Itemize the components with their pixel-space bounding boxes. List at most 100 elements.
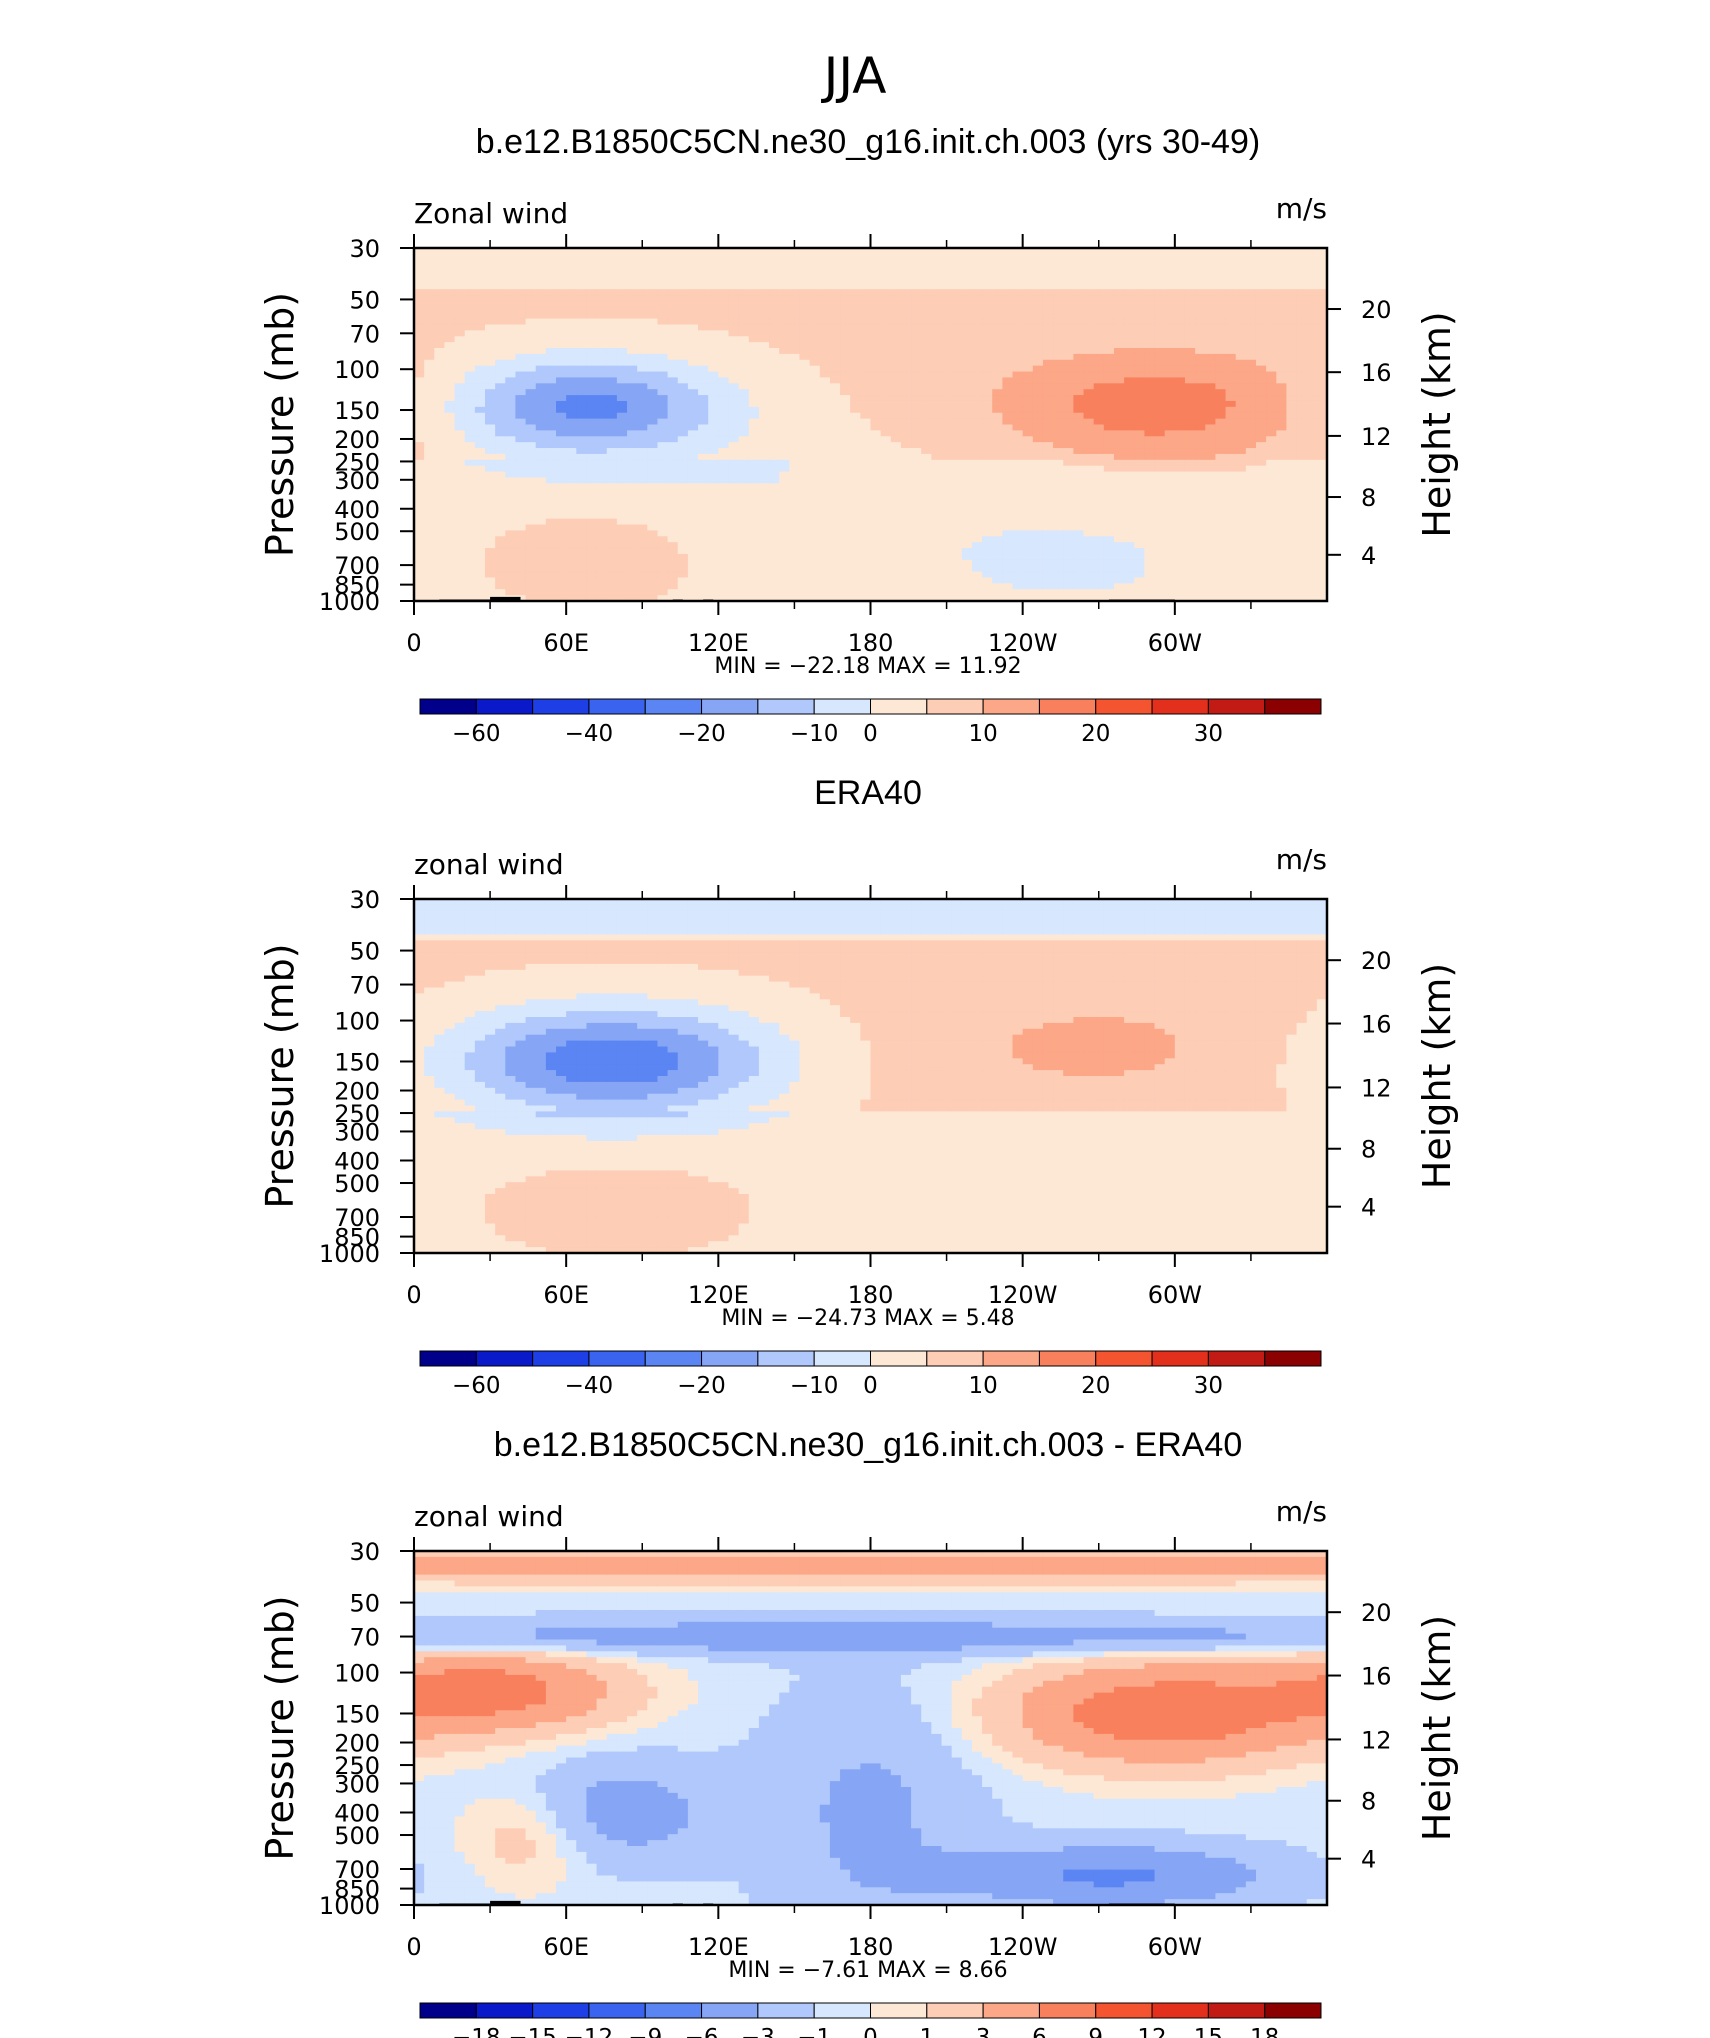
y-tick-label: 100 xyxy=(334,1660,380,1688)
x-tick-label: 60W xyxy=(1148,1281,1202,1309)
colorbar-label: −20 xyxy=(677,721,726,747)
colorbar-swatch xyxy=(644,2002,703,2019)
y-tick-label: 30 xyxy=(349,1538,380,1566)
y-tick-label: 70 xyxy=(349,320,380,348)
colorbar-label: −3 xyxy=(741,2025,775,2038)
colorbar-swatch xyxy=(870,2002,928,2019)
y-tick-label: 1000 xyxy=(319,1240,380,1268)
y-axis-label: Pressure (mb) xyxy=(258,1595,302,1860)
x-tick-label: 60E xyxy=(543,1281,589,1309)
colorbar: −60 −40 −20 −10 0 10 20 30 xyxy=(419,1350,1322,1399)
y-tick-label: 150 xyxy=(334,1700,380,1728)
x-tick-label: 60W xyxy=(1148,1933,1202,1961)
colorbar-label: 0 xyxy=(863,721,878,747)
colorbar-swatch xyxy=(701,698,759,715)
colorbar-swatch xyxy=(1095,2002,1153,2019)
units-label: m/s xyxy=(1276,1495,1327,1528)
y-tick-label: 300 xyxy=(334,1118,380,1146)
y-tick-label: 70 xyxy=(349,972,380,1000)
colorbar-swatch xyxy=(1038,698,1097,715)
colorbar-label: −10 xyxy=(790,721,839,747)
colorbar-label: −40 xyxy=(565,1373,614,1399)
colorbar-swatch xyxy=(701,1350,759,1367)
y2-tick-label: 8 xyxy=(1361,484,1376,512)
panel-title: b.e12.B1850C5CN.ne30_g16.init.ch.003 (yr… xyxy=(476,123,1260,161)
y-tick-label: 1000 xyxy=(319,1892,380,1920)
x-tick-label: 180 xyxy=(848,1281,894,1309)
y-tick-label: 700 xyxy=(334,552,380,580)
colorbar-label: 10 xyxy=(968,1373,997,1399)
x-tick-label: 120W xyxy=(988,629,1058,657)
units-label: m/s xyxy=(1276,192,1327,225)
min-max-label: MIN = −24.73 MAX = 5.48 xyxy=(721,1306,1014,1331)
colorbar-swatch xyxy=(870,1350,928,1367)
colorbar-swatch xyxy=(588,1350,646,1367)
colorbar-swatch xyxy=(757,2002,815,2019)
colorbar-label: 10 xyxy=(968,721,997,747)
colorbar-swatch xyxy=(1207,1350,1266,1367)
x-tick-label: 60E xyxy=(543,1933,589,1961)
y-tick-label: 300 xyxy=(334,467,380,495)
panel-title: ERA40 xyxy=(814,774,922,812)
y-tick-label: 850 xyxy=(334,1876,380,1904)
colorbar-swatch xyxy=(644,698,703,715)
colorbar-swatch xyxy=(475,1350,534,1367)
y2-tick-label: 4 xyxy=(1361,1194,1376,1222)
colorbar-swatch xyxy=(1151,698,1209,715)
x-tick-label: 0 xyxy=(406,1933,421,1961)
y-tick-label: 400 xyxy=(334,1799,380,1827)
colorbar-swatch xyxy=(588,2002,646,2019)
colorbar-label: 0 xyxy=(863,2025,878,2038)
colorbar-label: −15 xyxy=(508,2025,557,2038)
y2-tick-label: 20 xyxy=(1361,947,1392,975)
colorbar-swatch xyxy=(644,1350,703,1367)
colorbar-label: 9 xyxy=(1088,2025,1103,2038)
colorbar-swatch xyxy=(1264,1350,1322,1367)
colorbar-label: 30 xyxy=(1194,721,1223,747)
y-tick-label: 30 xyxy=(349,886,380,914)
y-tick-label: 200 xyxy=(334,426,380,454)
colorbar-swatch xyxy=(475,698,534,715)
colorbar-label: −40 xyxy=(565,721,614,747)
colorbar-label: −12 xyxy=(565,2025,614,2038)
y2-tick-label: 4 xyxy=(1361,542,1376,570)
y-tick-label: 400 xyxy=(334,496,380,524)
x-tick-label: 0 xyxy=(406,629,421,657)
x-tick-label: 120W xyxy=(988,1933,1058,1961)
chart-panel-1: b.e12.B1850C5CN.ne30_g16.init.ch.003 (yr… xyxy=(258,123,1459,747)
colorbar-swatch xyxy=(1207,698,1266,715)
colorbar-swatch xyxy=(813,698,871,715)
colorbar-swatch xyxy=(475,2002,534,2019)
y2-tick-label: 12 xyxy=(1361,423,1392,451)
colorbar-label: 0 xyxy=(863,1373,878,1399)
y-tick-label: 850 xyxy=(334,572,380,600)
y-tick-label: 250 xyxy=(334,448,380,476)
colorbar-label: −9 xyxy=(628,2025,662,2038)
colorbar-swatch xyxy=(588,698,646,715)
y-tick-label: 200 xyxy=(334,1078,380,1106)
y-tick-label: 250 xyxy=(334,1100,380,1128)
colorbar-label: 3 xyxy=(976,2025,991,2038)
y-tick-label: 250 xyxy=(334,1752,380,1780)
y-tick-label: 100 xyxy=(334,1008,380,1036)
y2-axis-label: Height (km) xyxy=(1415,1615,1459,1841)
colorbar-swatch xyxy=(532,1350,590,1367)
colorbar-swatch xyxy=(926,1350,984,1367)
colorbar-swatch xyxy=(532,2002,590,2019)
y-tick-label: 700 xyxy=(334,1204,380,1232)
colorbar-label: 20 xyxy=(1081,721,1110,747)
y2-tick-label: 4 xyxy=(1361,1846,1376,1874)
colorbar-swatch xyxy=(701,2002,759,2019)
contour-field xyxy=(414,899,1327,1253)
x-tick-label: 120W xyxy=(988,1281,1058,1309)
y-tick-label: 500 xyxy=(334,1170,380,1198)
y-tick-label: 30 xyxy=(349,235,380,263)
colorbar-label: −10 xyxy=(790,1373,839,1399)
x-tick-label: 180 xyxy=(848,629,894,657)
panel-title: b.e12.B1850C5CN.ne30_g16.init.ch.003 - E… xyxy=(494,1426,1243,1464)
y-tick-label: 50 xyxy=(349,938,380,966)
colorbar-label: 15 xyxy=(1194,2025,1223,2038)
colorbar-label: −18 xyxy=(452,2025,501,2038)
figure-title: JJA xyxy=(821,47,887,105)
y-axis-label: Pressure (mb) xyxy=(258,292,302,557)
